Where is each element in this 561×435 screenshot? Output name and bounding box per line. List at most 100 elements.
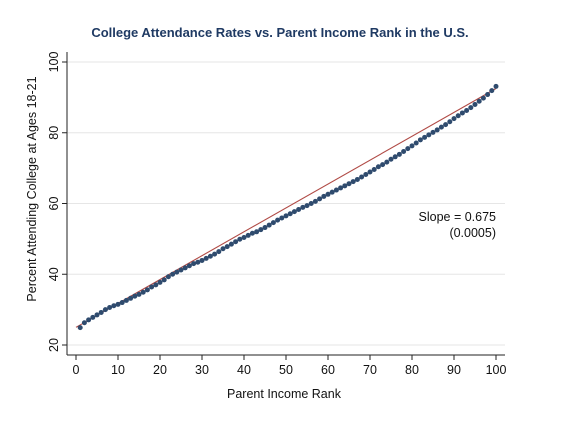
x-axis-label: Parent Income Rank (227, 387, 342, 401)
x-tick-label-80: 80 (405, 363, 419, 377)
data-point-86 (434, 127, 440, 133)
data-point-9 (111, 303, 117, 309)
data-point-78 (401, 148, 407, 154)
y-tick-label-40: 40 (47, 267, 61, 281)
data-point-32 (207, 253, 213, 259)
scatter-points (77, 83, 499, 331)
data-point-40 (241, 234, 247, 240)
data-point-24 (174, 269, 180, 275)
x-tick-label-90: 90 (447, 363, 461, 377)
data-point-42 (249, 230, 255, 236)
data-point-87 (438, 124, 444, 130)
data-point-21 (161, 277, 167, 283)
data-point-19 (153, 282, 159, 288)
data-point-92 (459, 110, 465, 116)
data-point-58 (317, 196, 323, 202)
data-point-37 (228, 241, 234, 247)
data-point-53 (296, 207, 302, 213)
fit-line-group (75, 88, 497, 328)
data-point-14 (132, 293, 138, 299)
data-point-96 (476, 98, 482, 104)
data-point-59 (321, 193, 327, 199)
data-point-68 (359, 174, 365, 180)
data-point-51 (287, 211, 293, 217)
data-point-36 (224, 244, 230, 250)
x-ticks: 0 10 20 30 40 50 60 70 80 90 100 (73, 355, 506, 377)
data-point-89 (447, 119, 453, 125)
slope-se-annotation: (0.0005) (449, 226, 496, 240)
x-tick-label-0: 0 (73, 363, 80, 377)
data-point-44 (258, 227, 264, 233)
data-point-3 (86, 317, 92, 323)
data-point-70 (367, 169, 373, 175)
data-point-61 (329, 189, 335, 195)
data-point-64 (342, 183, 348, 189)
data-point-72 (375, 164, 381, 170)
data-point-45 (262, 225, 268, 231)
data-point-79 (405, 146, 411, 152)
data-point-54 (300, 204, 306, 210)
data-point-35 (220, 246, 226, 252)
data-point-11 (119, 300, 125, 306)
plot-area: 20 40 60 80 100 0 10 20 30 40 50 60 70 80 90 100 (47, 52, 506, 377)
data-point-80 (409, 143, 415, 149)
x-tick-label-50: 50 (279, 363, 293, 377)
y-ticks: 20 40 60 80 100 (47, 52, 67, 352)
x-tick-label-10: 10 (111, 363, 125, 377)
data-point-8 (107, 305, 113, 311)
data-point-31 (203, 255, 209, 261)
data-point-84 (426, 132, 432, 138)
data-point-49 (279, 215, 285, 221)
data-point-69 (363, 171, 369, 177)
data-point-56 (308, 201, 314, 206)
x-tick-label-40: 40 (237, 363, 251, 377)
data-point-15 (136, 291, 142, 297)
y-tick-label-60: 60 (47, 197, 61, 211)
chart-title: College Attendance Rates vs. Parent Inco… (91, 25, 468, 40)
y-tick-label-20: 20 (47, 338, 61, 352)
data-point-88 (443, 122, 449, 128)
data-point-23 (170, 271, 176, 277)
data-point-75 (388, 156, 394, 162)
data-point-26 (182, 265, 188, 271)
data-point-30 (199, 257, 205, 263)
data-point-66 (350, 179, 356, 185)
x-tick-label-20: 20 (153, 363, 167, 377)
data-point-20 (157, 279, 163, 285)
data-point-95 (472, 101, 478, 107)
data-point-99 (489, 88, 495, 94)
data-point-12 (123, 297, 129, 303)
y-tick-label-80: 80 (47, 126, 61, 140)
data-point-65 (346, 181, 352, 187)
data-point-85 (430, 129, 436, 135)
slope-annotation: Slope = 0.675 (419, 210, 497, 224)
data-point-82 (417, 137, 423, 143)
data-point-47 (270, 220, 276, 226)
data-point-18 (149, 284, 155, 290)
data-point-4 (90, 314, 96, 320)
data-point-34 (216, 249, 222, 255)
data-point-5 (94, 312, 100, 318)
data-point-55 (304, 203, 310, 209)
data-point-73 (380, 162, 386, 168)
data-point-97 (480, 95, 486, 101)
data-point-60 (325, 191, 331, 197)
data-point-71 (371, 167, 377, 173)
data-point-28 (191, 261, 197, 267)
data-point-39 (237, 236, 243, 242)
y-tick-label-100: 100 (47, 52, 61, 73)
data-point-33 (212, 251, 218, 257)
data-point-6 (98, 309, 104, 315)
data-point-16 (140, 289, 146, 295)
data-point-83 (422, 134, 428, 140)
y-axis-label: Percent Attending College at Ages 18-21 (25, 76, 39, 301)
x-tick-label-30: 30 (195, 363, 209, 377)
data-point-90 (451, 116, 457, 122)
fit-line (75, 88, 497, 328)
data-point-100 (493, 83, 499, 89)
data-point-91 (455, 113, 461, 119)
data-point-93 (464, 107, 470, 113)
data-point-13 (128, 295, 134, 301)
data-point-41 (245, 232, 251, 238)
